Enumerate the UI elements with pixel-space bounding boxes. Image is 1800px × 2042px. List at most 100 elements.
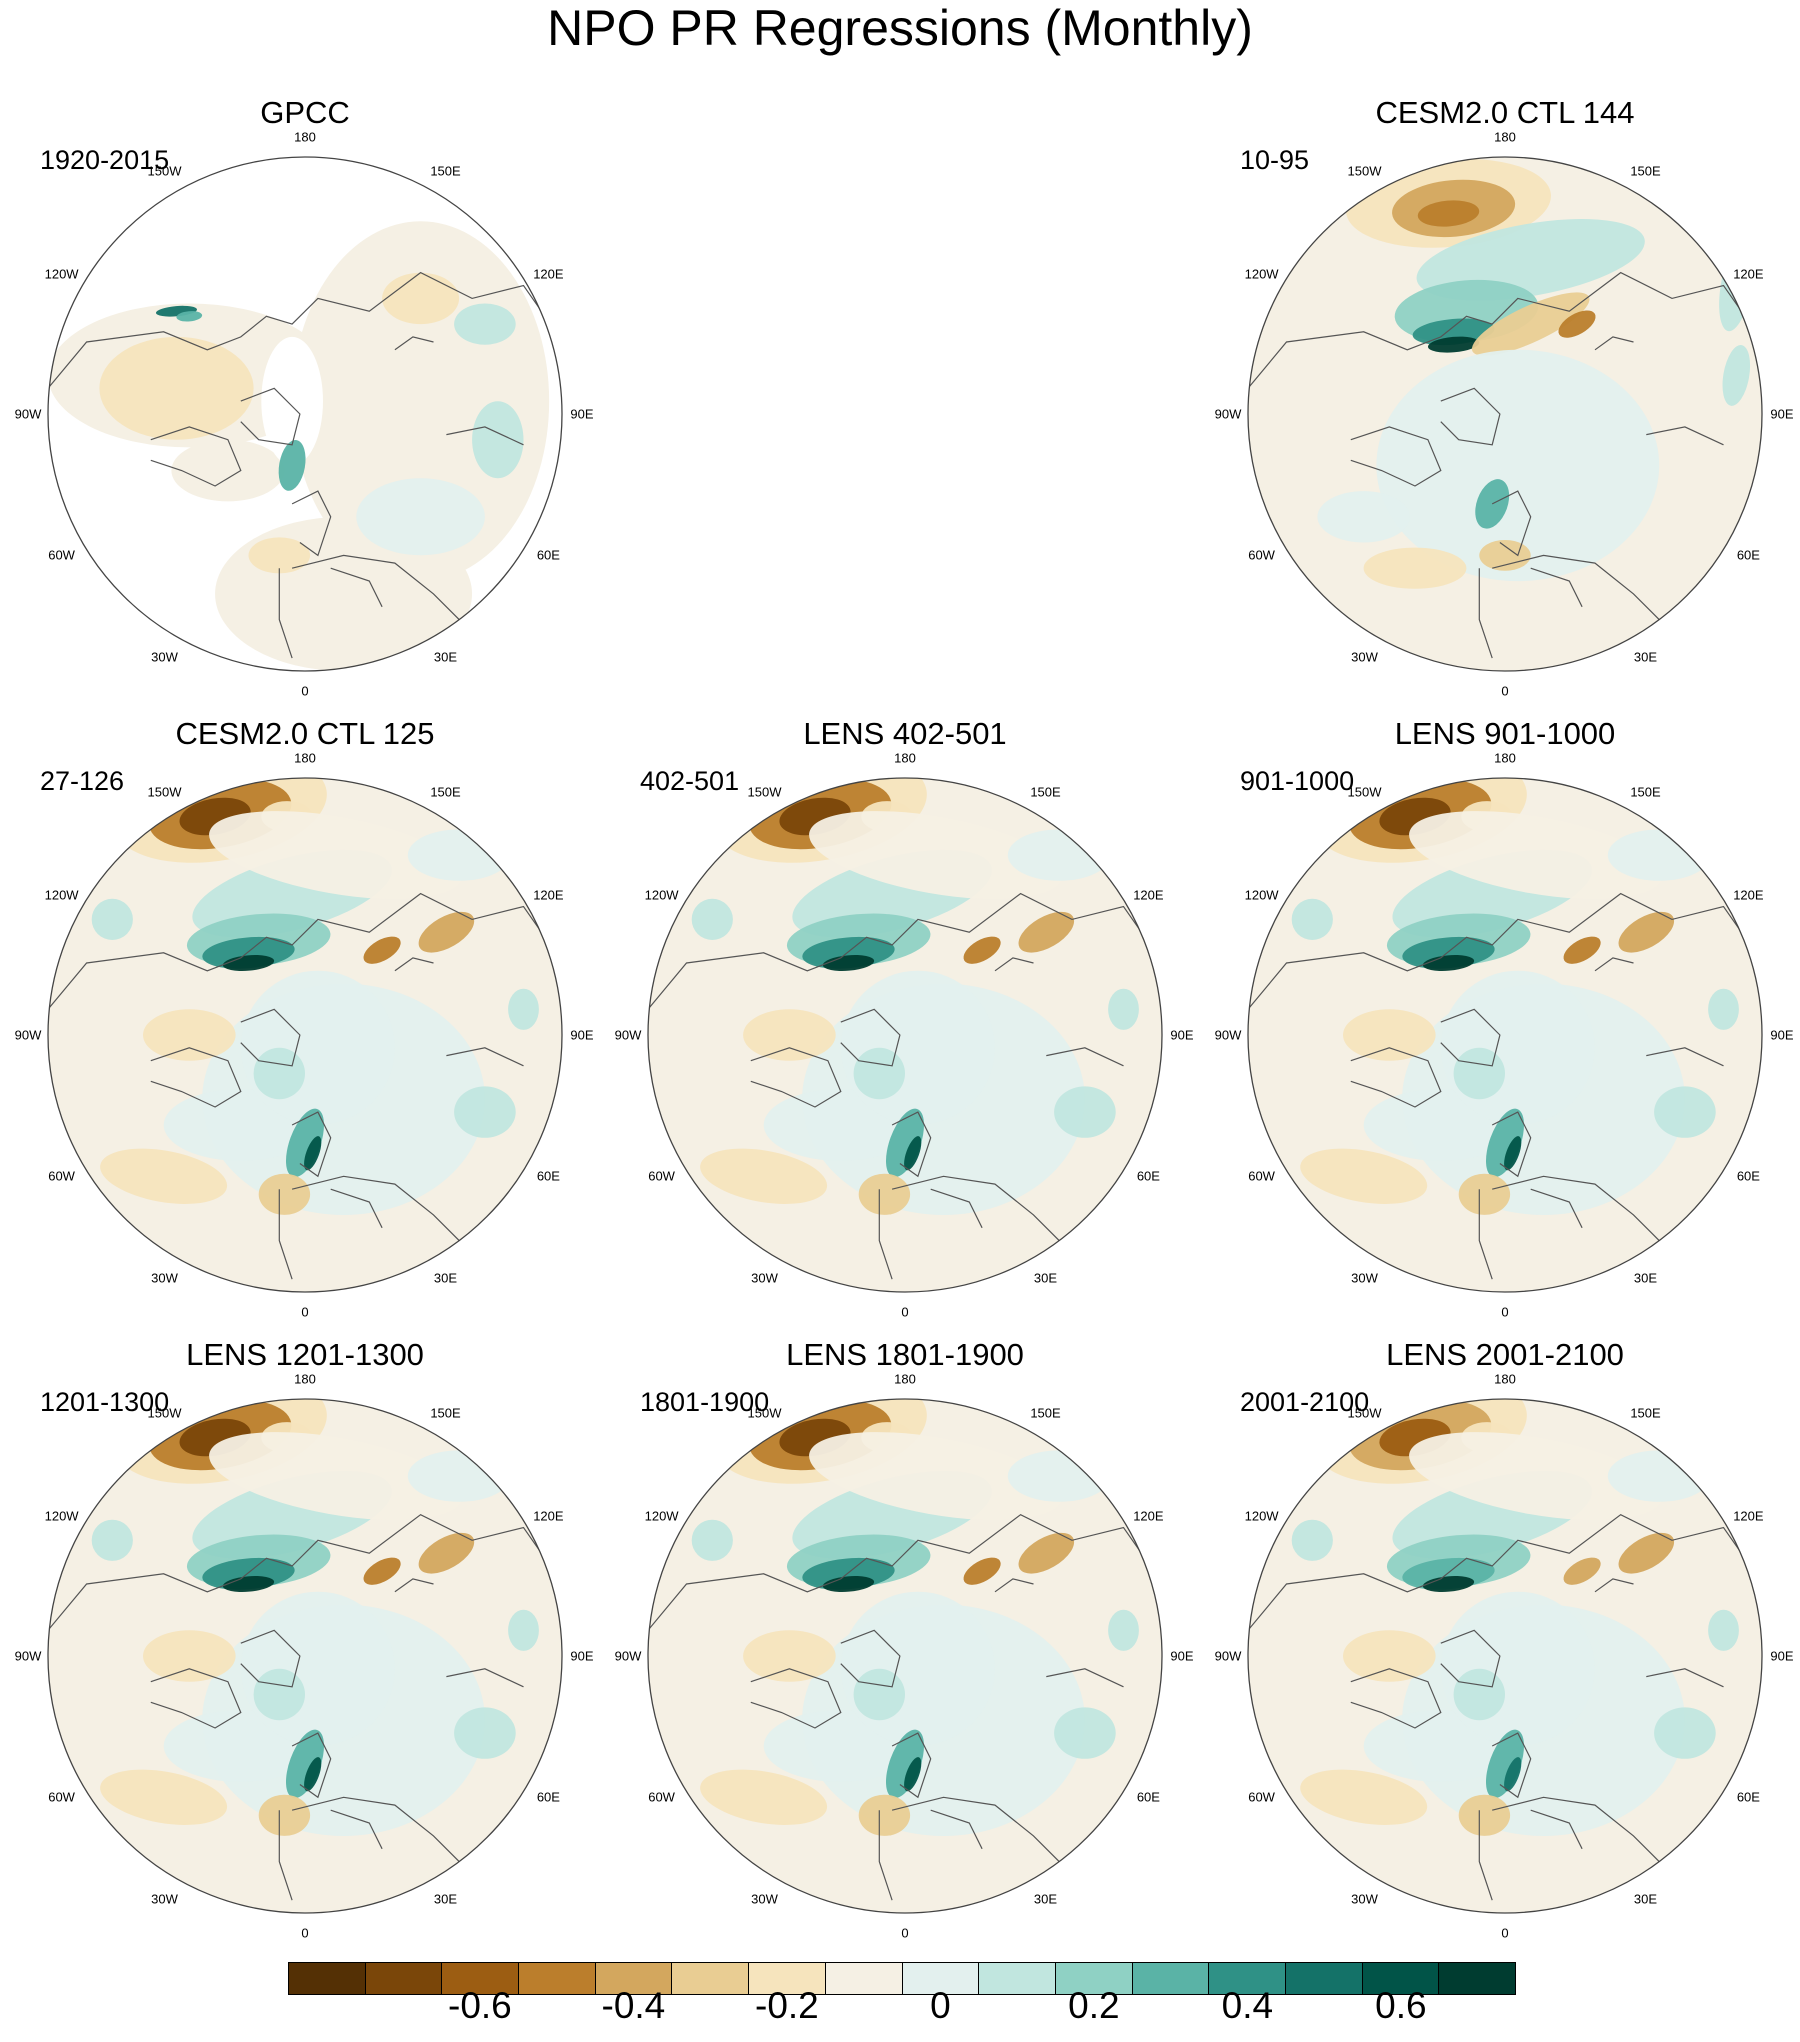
longitude-label: 150W bbox=[747, 1405, 782, 1421]
regression-contour bbox=[285, 1108, 325, 1178]
regression-contour bbox=[363, 1557, 401, 1585]
regression-contour bbox=[209, 811, 463, 900]
longitude-label: 150E bbox=[1630, 784, 1661, 800]
regression-contour bbox=[700, 1148, 828, 1204]
coastline bbox=[994, 1578, 1034, 1593]
regression-contour bbox=[1607, 829, 1711, 881]
coastline bbox=[1440, 387, 1501, 446]
coastline bbox=[291, 1732, 332, 1799]
regression-contour bbox=[1108, 1609, 1139, 1651]
longitude-label: 0 bbox=[301, 1304, 309, 1320]
regression-contour bbox=[1440, 970, 1595, 1125]
regression-contour bbox=[963, 936, 1001, 964]
coastline bbox=[150, 1668, 242, 1729]
regression-contour bbox=[454, 1707, 516, 1759]
longitude-label: 120W bbox=[644, 1508, 679, 1523]
colorbar-swatch bbox=[1284, 1963, 1362, 1994]
longitude-label: 180 bbox=[894, 1371, 916, 1387]
regression-contour bbox=[418, 1532, 475, 1574]
map-panel-lens2001 bbox=[1247, 1398, 1763, 1914]
coastline bbox=[878, 1810, 893, 1901]
longitude-label: 90E bbox=[570, 406, 594, 422]
longitude-label: 120E bbox=[533, 887, 564, 902]
regression-contour bbox=[1453, 1047, 1506, 1100]
longitude-label: 120W bbox=[1244, 887, 1279, 902]
regression-contour bbox=[1317, 491, 1410, 543]
longitude-label: 90E bbox=[570, 1027, 594, 1043]
colorbar-tick-label: 0 bbox=[930, 1985, 951, 2026]
coastline bbox=[330, 567, 383, 608]
panel-period: 27-126 bbox=[40, 766, 125, 796]
longitude-label: 90E bbox=[1770, 406, 1794, 422]
longitude-label: 120E bbox=[1733, 266, 1764, 281]
panel-period: 10-95 bbox=[1240, 145, 1310, 175]
colorbar-tick-label: 0.2 bbox=[1068, 1985, 1120, 2026]
regression-contour bbox=[885, 1729, 925, 1799]
coastline bbox=[1594, 336, 1634, 351]
coastline bbox=[1530, 567, 1583, 608]
colorbar-swatch bbox=[1131, 1963, 1209, 1994]
coastline bbox=[240, 387, 301, 446]
colorbar-bar bbox=[288, 1962, 1516, 1995]
regression-contour bbox=[222, 1576, 275, 1592]
longitude-label: 150E bbox=[1030, 1405, 1061, 1421]
coastline bbox=[1594, 1578, 1634, 1593]
regression-contour bbox=[1654, 1707, 1716, 1759]
coastline bbox=[750, 1047, 842, 1108]
longitude-label: 90E bbox=[1170, 1648, 1194, 1664]
map-panel-lens1201 bbox=[47, 1398, 563, 1914]
longitude-label: 180 bbox=[1494, 750, 1516, 766]
longitude-label: 60W bbox=[48, 1789, 75, 1804]
map-border bbox=[47, 1398, 563, 1914]
map-panel-lens1801 bbox=[647, 1398, 1163, 1914]
longitude-label: 60W bbox=[1248, 547, 1275, 562]
regression-contour bbox=[1708, 988, 1739, 1030]
longitude-label: 180 bbox=[294, 1371, 316, 1387]
colorbar-tick-label: -0.6 bbox=[447, 1985, 512, 2026]
regression-contour bbox=[1708, 1609, 1739, 1651]
longitude-label: 30W bbox=[1351, 649, 1378, 665]
regression-contour bbox=[853, 1047, 905, 1100]
panel-period: 402-501 bbox=[640, 766, 740, 796]
regression-contour bbox=[885, 1108, 925, 1178]
regression-contour bbox=[209, 1432, 463, 1521]
regression-contour bbox=[853, 1668, 905, 1721]
regression-contour bbox=[1291, 1519, 1333, 1561]
regression-contour bbox=[1422, 1576, 1475, 1592]
regression-contour bbox=[822, 1576, 875, 1592]
coastline bbox=[330, 1809, 383, 1850]
longitude-label: 90W bbox=[1214, 1027, 1242, 1043]
coastline bbox=[278, 1810, 293, 1901]
coastline bbox=[891, 1111, 932, 1178]
coastline bbox=[1248, 271, 1742, 389]
coastline bbox=[1491, 490, 1532, 557]
regression-contour bbox=[1363, 547, 1467, 589]
colorbar-swatch bbox=[518, 1963, 595, 1994]
regression-contour bbox=[363, 936, 401, 964]
regression-contour bbox=[176, 311, 203, 322]
coastline bbox=[394, 336, 434, 351]
coastline bbox=[240, 1008, 301, 1067]
longitude-label: 150W bbox=[147, 1405, 182, 1421]
coastline bbox=[150, 1047, 242, 1108]
colorbar-swatch bbox=[594, 1963, 672, 1994]
figure-title: NPO PR Regressions (Monthly) bbox=[547, 0, 1253, 56]
regression-contour bbox=[1018, 1532, 1075, 1574]
longitude-label: 180 bbox=[1494, 1371, 1516, 1387]
longitude-label: 120E bbox=[1733, 887, 1764, 902]
longitude-label: 150W bbox=[1347, 1405, 1382, 1421]
regression-contour bbox=[285, 1729, 325, 1799]
longitude-label: 30E bbox=[1033, 1891, 1058, 1907]
longitude-label: 60E bbox=[536, 547, 560, 562]
coastline bbox=[1350, 1668, 1442, 1729]
coastline bbox=[278, 568, 293, 659]
longitude-label: 60E bbox=[536, 1168, 560, 1183]
longitude-label: 60E bbox=[1136, 1789, 1160, 1804]
longitude-label: 30W bbox=[151, 1891, 178, 1907]
map-border bbox=[1247, 777, 1763, 1293]
regression-contour bbox=[248, 537, 311, 574]
coastline bbox=[840, 1008, 901, 1067]
panel-period: 1201-1300 bbox=[40, 1387, 170, 1417]
regression-contour bbox=[253, 1047, 305, 1100]
longitude-label: 90E bbox=[1170, 1027, 1194, 1043]
